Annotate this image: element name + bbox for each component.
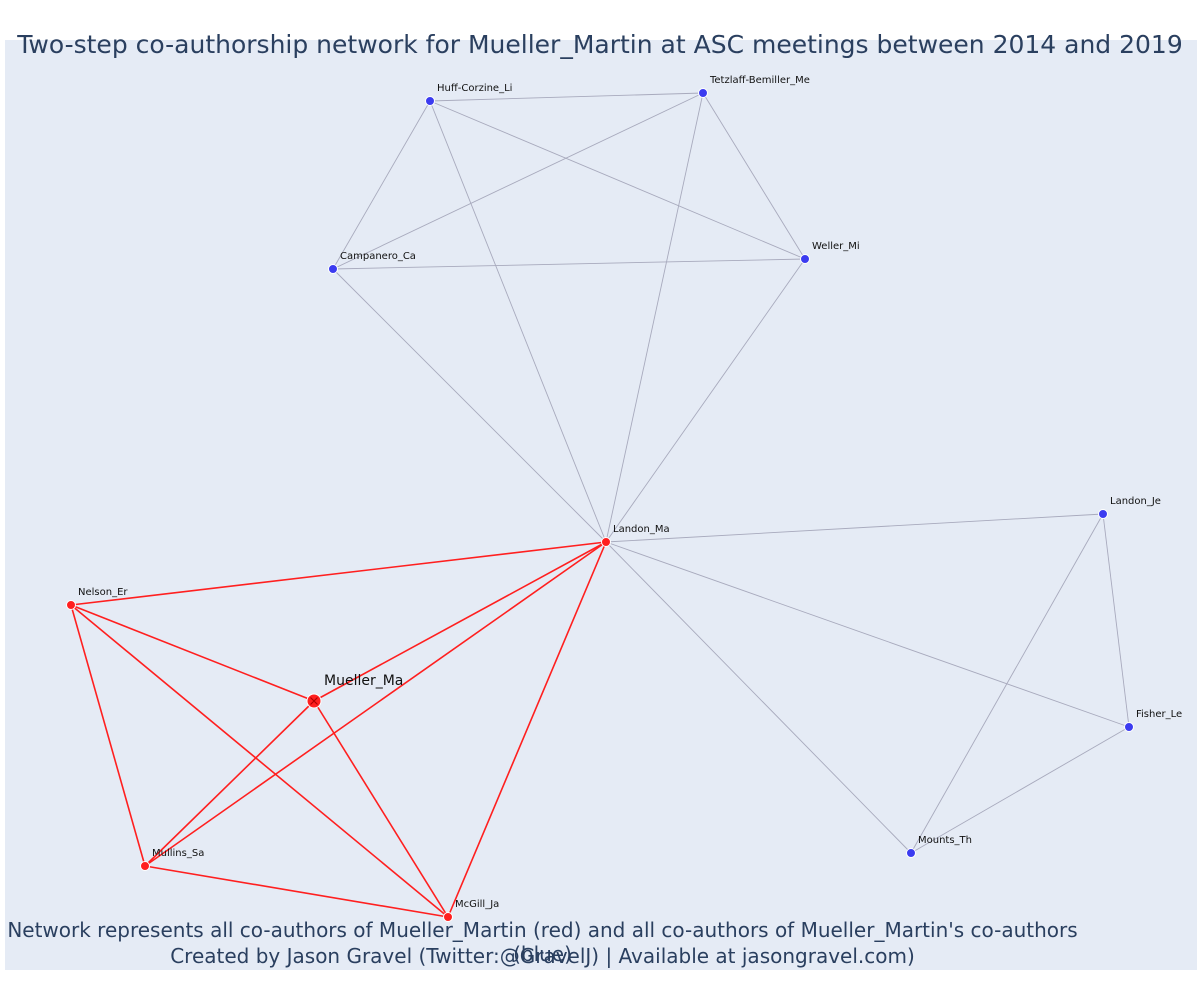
node-huff-corzine-li[interactable] bbox=[425, 96, 435, 106]
edge-mueller-ma-landon-ma bbox=[313, 541, 607, 702]
caption-line-2: Created by Jason Gravel (Twitter:@Gravel… bbox=[170, 944, 915, 968]
node-landon-je[interactable] bbox=[1098, 509, 1108, 519]
caption-line-1: Network represents all co-authors of Mue… bbox=[7, 918, 1078, 966]
node-mcgill-ja[interactable] bbox=[443, 912, 453, 922]
edge-landon-ma-landon-je bbox=[605, 513, 1104, 543]
edge-landon-ma-mcgill-ja bbox=[447, 541, 607, 918]
node-label-huff-corzine-li: Huff-Corzine_Li bbox=[437, 83, 512, 94]
nodes-layer bbox=[66, 88, 1134, 922]
labels-layer: Mueller_Ma Landon_Ma Nelson_Er Mullins_Sa Mc… bbox=[78, 75, 1182, 910]
edge-huff-corzine-li-tetzlaff-bemiller-me bbox=[429, 92, 704, 102]
edge-campanero-ca-weller-mi bbox=[332, 258, 806, 270]
edge-fisher-le-mounts-th bbox=[910, 726, 1130, 854]
node-label-mullins-sa: Mullins_Sa bbox=[152, 848, 204, 859]
node-nelson-er[interactable] bbox=[66, 600, 76, 610]
edge-huff-corzine-li-campanero-ca bbox=[332, 100, 431, 270]
node-mullins-sa[interactable] bbox=[140, 861, 150, 871]
node-label-mounts-th: Mounts_Th bbox=[918, 835, 972, 846]
plot-area bbox=[5, 40, 1197, 970]
edges-layer bbox=[70, 92, 1130, 918]
node-landon-ma[interactable] bbox=[601, 537, 611, 547]
edge-huff-corzine-li-weller-mi bbox=[429, 100, 806, 260]
edge-nelson-er-mcgill-ja bbox=[70, 604, 449, 918]
node-label-mueller-ma: Mueller_Ma bbox=[324, 673, 403, 689]
node-weller-mi[interactable] bbox=[800, 254, 810, 264]
focal-node-marker bbox=[310, 697, 318, 705]
node-tetzlaff-bemiller-me[interactable] bbox=[698, 88, 708, 98]
node-label-nelson-er: Nelson_Er bbox=[78, 587, 128, 598]
edge-landon-ma-tetzlaff-bemiller-me bbox=[605, 92, 704, 543]
edge-tetzlaff-bemiller-me-campanero-ca bbox=[332, 92, 704, 270]
node-campanero-ca[interactable] bbox=[328, 264, 338, 274]
node-label-landon-ma: Landon_Ma bbox=[613, 524, 670, 535]
edge-mueller-ma-nelson-er bbox=[70, 604, 315, 702]
node-label-tetzlaff-bemiller-me: Tetzlaff-Bemiller_Me bbox=[709, 75, 810, 86]
edge-mueller-ma-mcgill-ja bbox=[313, 700, 449, 918]
node-mounts-th[interactable] bbox=[906, 848, 916, 858]
node-label-weller-mi: Weller_Mi bbox=[812, 241, 860, 252]
node-label-landon-je: Landon_Je bbox=[1110, 496, 1161, 507]
edge-landon-ma-huff-corzine-li bbox=[429, 100, 607, 543]
edge-landon-ma-weller-mi bbox=[605, 258, 806, 543]
edge-mullins-sa-mcgill-ja bbox=[144, 865, 449, 918]
edge-landon-je-fisher-le bbox=[1102, 513, 1130, 728]
chart-title: Two-step co-authorship network for Muell… bbox=[17, 30, 1183, 59]
node-label-fisher-le: Fisher_Le bbox=[1136, 709, 1182, 720]
edge-landon-ma-campanero-ca bbox=[332, 268, 607, 543]
edge-nelson-er-mullins-sa bbox=[70, 604, 146, 867]
node-fisher-le[interactable] bbox=[1124, 722, 1134, 732]
node-label-mcgill-ja: McGill_Ja bbox=[455, 899, 499, 910]
edge-mueller-ma-mullins-sa bbox=[144, 700, 315, 867]
edge-landon-ma-nelson-er bbox=[70, 541, 607, 606]
edge-landon-ma-fisher-le bbox=[605, 541, 1130, 728]
edge-landon-je-mounts-th bbox=[910, 513, 1104, 854]
edge-tetzlaff-bemiller-me-weller-mi bbox=[702, 92, 806, 260]
edge-landon-ma-mullins-sa bbox=[144, 541, 607, 867]
node-label-campanero-ca: Campanero_Ca bbox=[340, 251, 416, 262]
edge-landon-ma-mounts-th bbox=[605, 541, 912, 854]
